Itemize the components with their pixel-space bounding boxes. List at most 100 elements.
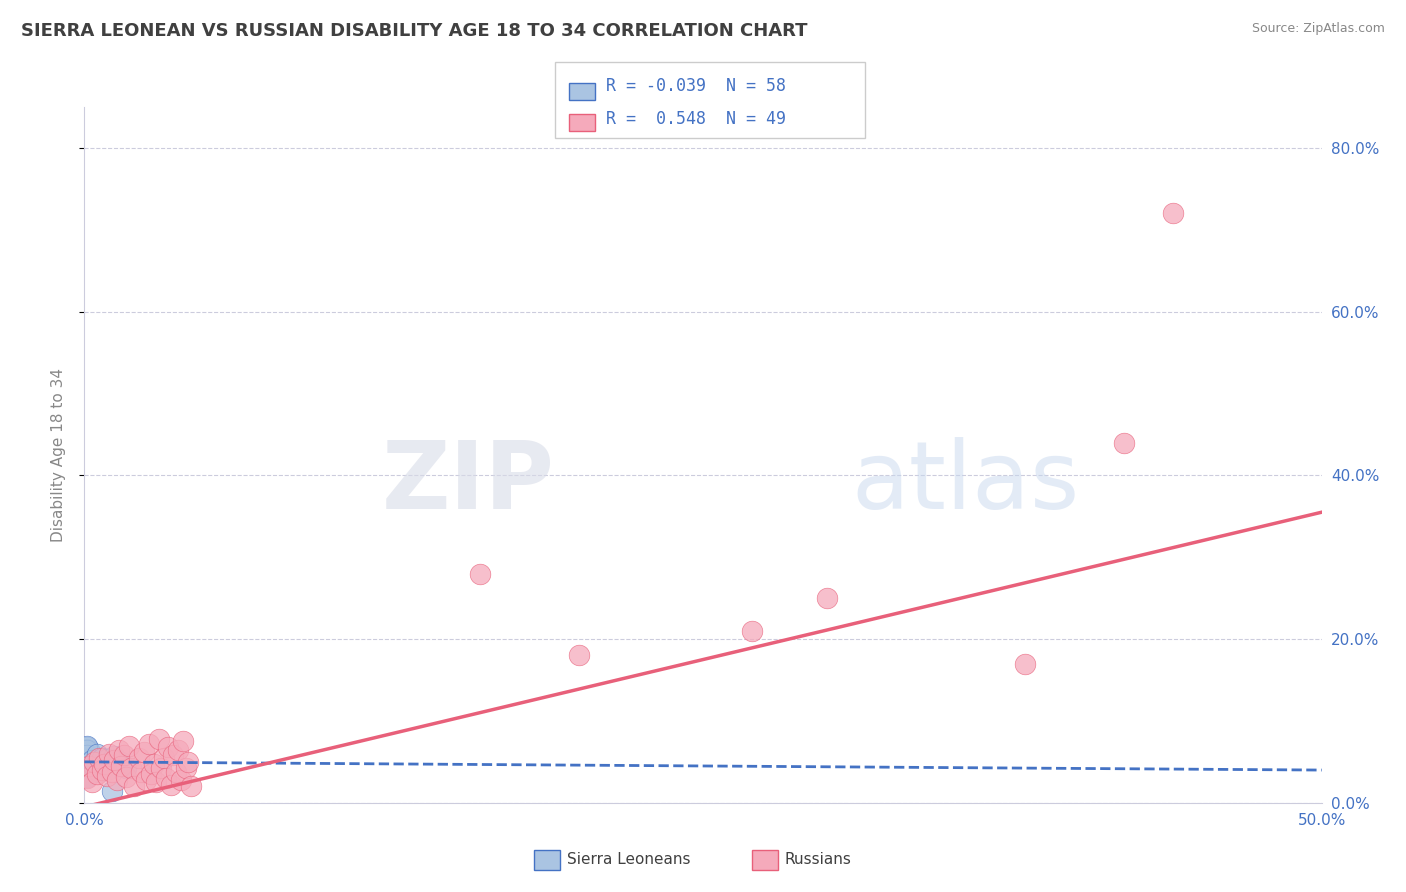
- Point: [167, 742, 190, 756]
- Point: [83, 755, 105, 769]
- Point: [76, 750, 98, 764]
- Point: [76, 754, 98, 768]
- Point: [76, 764, 98, 778]
- Point: [1014, 657, 1036, 671]
- Point: [112, 748, 135, 763]
- Point: [122, 780, 145, 794]
- Point: [165, 764, 187, 779]
- Point: [135, 772, 157, 787]
- Point: [76, 762, 98, 776]
- Point: [76, 755, 98, 769]
- Point: [115, 761, 138, 775]
- Text: Sierra Leoneans: Sierra Leoneans: [567, 853, 690, 867]
- Point: [79, 761, 101, 775]
- Point: [98, 747, 121, 761]
- Point: [76, 753, 98, 767]
- Point: [86, 747, 108, 761]
- Point: [76, 760, 98, 774]
- Point: [79, 742, 101, 756]
- Point: [76, 746, 98, 760]
- Point: [76, 763, 98, 777]
- Point: [76, 756, 98, 771]
- Point: [108, 742, 131, 756]
- Point: [150, 761, 173, 775]
- Point: [76, 751, 98, 765]
- Point: [105, 759, 128, 773]
- Text: SIERRA LEONEAN VS RUSSIAN DISABILITY AGE 18 TO 34 CORRELATION CHART: SIERRA LEONEAN VS RUSSIAN DISABILITY AGE…: [21, 22, 807, 40]
- Point: [174, 761, 197, 775]
- Text: Russians: Russians: [785, 853, 852, 867]
- Point: [76, 748, 98, 763]
- Point: [128, 751, 150, 765]
- Point: [103, 753, 125, 767]
- Point: [145, 775, 167, 789]
- Text: atlas: atlas: [852, 437, 1080, 529]
- Point: [162, 748, 184, 763]
- Point: [79, 749, 101, 764]
- Point: [96, 769, 118, 783]
- Point: [96, 752, 118, 766]
- Point: [141, 767, 163, 781]
- Point: [470, 566, 492, 581]
- Point: [76, 763, 98, 777]
- Point: [80, 756, 103, 771]
- Point: [76, 748, 98, 763]
- Point: [76, 758, 98, 772]
- Point: [1161, 206, 1184, 220]
- Point: [160, 778, 183, 792]
- Point: [76, 765, 98, 780]
- Point: [93, 757, 115, 772]
- Point: [741, 624, 763, 638]
- Point: [76, 768, 98, 782]
- Point: [100, 764, 122, 779]
- Point: [79, 757, 101, 772]
- Point: [80, 753, 103, 767]
- Point: [110, 759, 132, 773]
- Point: [152, 751, 174, 765]
- Point: [155, 771, 177, 785]
- Point: [76, 755, 98, 769]
- Point: [86, 767, 108, 781]
- Point: [76, 756, 98, 771]
- Point: [76, 766, 98, 780]
- Text: Source: ZipAtlas.com: Source: ZipAtlas.com: [1251, 22, 1385, 36]
- Point: [103, 749, 125, 764]
- Point: [180, 780, 202, 794]
- Point: [76, 745, 98, 759]
- Point: [1112, 435, 1135, 450]
- Point: [76, 741, 98, 756]
- Point: [110, 755, 132, 769]
- Point: [79, 747, 101, 761]
- Point: [76, 739, 98, 753]
- Point: [89, 751, 111, 765]
- Y-axis label: Disability Age 18 to 34: Disability Age 18 to 34: [51, 368, 66, 542]
- Point: [105, 772, 128, 787]
- Point: [172, 734, 194, 748]
- Point: [76, 759, 98, 773]
- Point: [89, 764, 111, 779]
- Point: [129, 764, 152, 779]
- Point: [76, 771, 98, 785]
- Point: [79, 759, 101, 773]
- Point: [132, 745, 155, 759]
- Point: [157, 740, 180, 755]
- Point: [138, 737, 160, 751]
- Point: [76, 744, 98, 758]
- Point: [142, 756, 165, 771]
- Point: [118, 739, 141, 753]
- Point: [76, 769, 98, 783]
- Point: [170, 772, 193, 787]
- Point: [76, 743, 98, 757]
- Point: [76, 771, 98, 785]
- Point: [79, 747, 101, 762]
- Point: [76, 740, 98, 755]
- Point: [76, 759, 98, 773]
- Point: [568, 648, 591, 663]
- Point: [80, 775, 103, 789]
- Text: ZIP: ZIP: [381, 437, 554, 529]
- Point: [98, 762, 121, 776]
- Text: R = -0.039  N = 58: R = -0.039 N = 58: [606, 77, 786, 95]
- Point: [100, 783, 122, 797]
- Point: [148, 731, 170, 746]
- Point: [93, 756, 115, 771]
